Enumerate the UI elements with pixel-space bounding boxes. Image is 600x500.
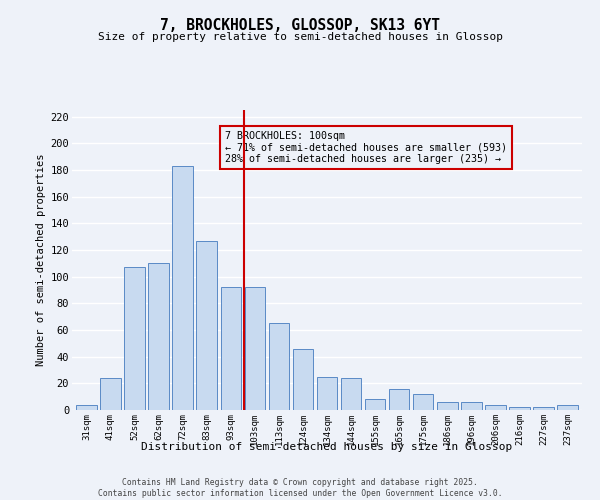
Bar — [461, 402, 482, 410]
Y-axis label: Number of semi-detached properties: Number of semi-detached properties — [37, 154, 46, 366]
Bar — [437, 402, 458, 410]
Bar — [533, 408, 554, 410]
Text: 7, BROCKHOLES, GLOSSOP, SK13 6YT: 7, BROCKHOLES, GLOSSOP, SK13 6YT — [160, 18, 440, 32]
Text: Size of property relative to semi-detached houses in Glossop: Size of property relative to semi-detach… — [97, 32, 503, 42]
Bar — [389, 388, 409, 410]
Bar — [148, 264, 169, 410]
Bar — [269, 324, 289, 410]
Bar — [365, 400, 385, 410]
Bar — [172, 166, 193, 410]
Bar — [413, 394, 433, 410]
Bar — [196, 240, 217, 410]
Bar — [317, 376, 337, 410]
Text: Contains HM Land Registry data © Crown copyright and database right 2025.
Contai: Contains HM Land Registry data © Crown c… — [98, 478, 502, 498]
Bar — [100, 378, 121, 410]
Bar — [124, 268, 145, 410]
Bar — [557, 404, 578, 410]
Bar — [509, 408, 530, 410]
Bar — [76, 404, 97, 410]
Bar — [341, 378, 361, 410]
Bar — [221, 288, 241, 410]
Bar — [485, 404, 506, 410]
Text: Distribution of semi-detached houses by size in Glossop: Distribution of semi-detached houses by … — [142, 442, 512, 452]
Text: 7 BROCKHOLES: 100sqm
← 71% of semi-detached houses are smaller (593)
28% of semi: 7 BROCKHOLES: 100sqm ← 71% of semi-detac… — [225, 131, 507, 164]
Bar — [245, 288, 265, 410]
Bar — [293, 348, 313, 410]
